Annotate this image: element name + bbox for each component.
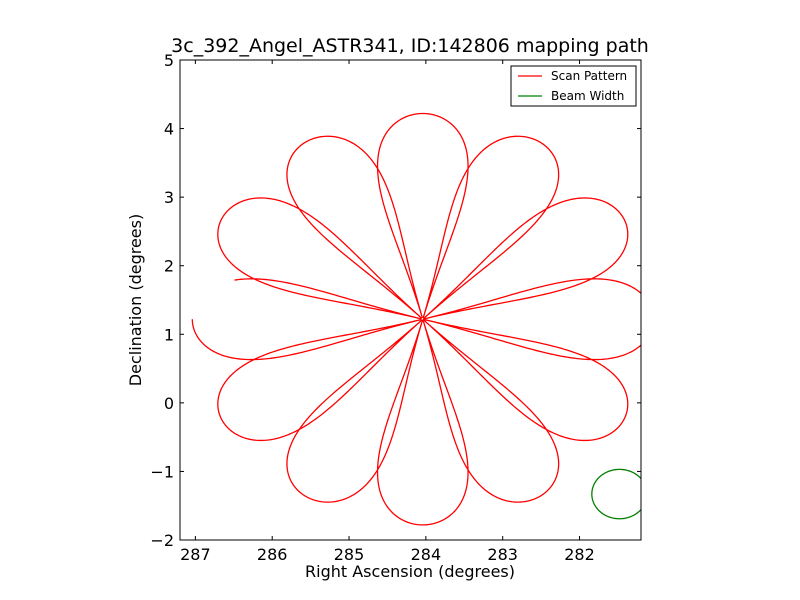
y-tick-label: 0 xyxy=(164,394,174,413)
x-axis-label: Right Ascension (degrees) xyxy=(305,562,515,581)
y-tick-label: 1 xyxy=(164,325,174,344)
x-tick-label: 282 xyxy=(564,545,595,564)
x-tick-label: 287 xyxy=(180,545,211,564)
series-line-scan-pattern xyxy=(191,112,641,526)
series-line-beam-width xyxy=(591,468,641,520)
chart-title: 3c_392_Angel_ASTR341, ID:142806 mapping … xyxy=(171,35,649,57)
x-axis-ticks: 287 286 285 284 283 282 xyxy=(180,60,595,564)
y-tick-label: −1 xyxy=(150,462,174,481)
y-tick-label: 4 xyxy=(164,120,174,139)
y-tick-label: 2 xyxy=(164,257,174,276)
legend: Scan Pattern Beam Width xyxy=(510,65,637,107)
y-tick-label: 5 xyxy=(164,51,174,70)
legend-box xyxy=(510,65,637,107)
x-tick-label: 286 xyxy=(257,545,288,564)
y-axis-ticks: −2 −1 0 1 2 3 4 5 xyxy=(150,51,641,550)
plot-area-frame xyxy=(179,59,642,541)
y-tick-label: −2 xyxy=(150,531,174,550)
legend-label-beam-width: Beam Width xyxy=(551,89,624,103)
y-tick-label: 3 xyxy=(164,188,174,207)
x-tick-label: 284 xyxy=(411,545,442,564)
x-tick-label: 283 xyxy=(487,545,518,564)
legend-label-scan-pattern: Scan Pattern xyxy=(551,69,627,83)
y-axis-label: Declination (degrees) xyxy=(126,214,145,386)
x-tick-label: 285 xyxy=(334,545,365,564)
